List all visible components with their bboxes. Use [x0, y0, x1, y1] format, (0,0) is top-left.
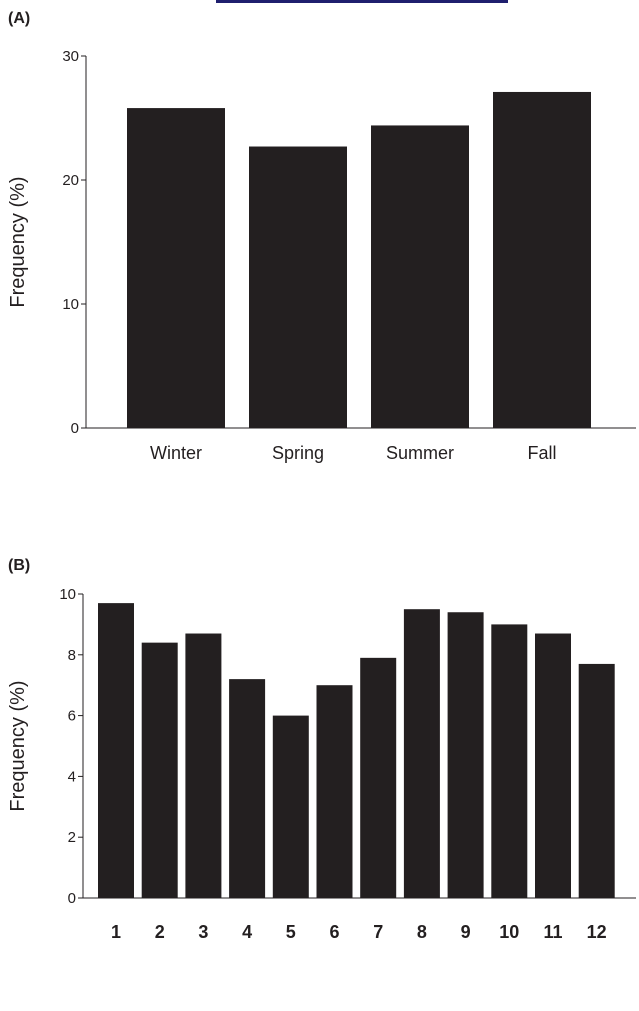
bar-1 — [98, 603, 134, 898]
y-tick-label: 30 — [62, 48, 79, 65]
bar-summer — [371, 125, 469, 428]
x-category-label: Winter — [150, 443, 202, 463]
bar-2 — [141, 642, 178, 898]
y-axis-label: Frequency (%) — [7, 680, 29, 811]
header-rule — [216, 0, 508, 3]
bar-fall — [493, 91, 591, 429]
y-tick-label: 4 — [68, 768, 76, 785]
x-category-label: 4 — [242, 922, 252, 942]
bar-4 — [229, 679, 266, 898]
y-tick-label: 0 — [68, 890, 76, 907]
x-category-label: 9 — [461, 922, 471, 942]
bar-7 — [360, 657, 397, 898]
chart-a-seasonal-frequency: 0 10 20 30 Winter Spring Summer Fall Frequency (… — [7, 48, 636, 463]
y-tick-label: 6 — [68, 708, 76, 725]
x-category-label: 5 — [286, 922, 296, 942]
x-category-label: Spring — [272, 443, 324, 463]
bar-5 — [272, 715, 309, 898]
bar-spring — [249, 146, 347, 428]
x-category-label: 12 — [587, 922, 607, 942]
x-category-label: 1 — [111, 922, 121, 942]
bar-winter — [127, 108, 225, 428]
y-tick-label: 20 — [62, 172, 79, 189]
bar-3 — [185, 633, 222, 898]
x-category-label: 7 — [373, 922, 383, 942]
panel-label-b: (B) — [8, 557, 31, 574]
x-category-label: 10 — [499, 922, 519, 942]
y-tick-label: 10 — [62, 296, 79, 313]
bar-6 — [316, 685, 353, 898]
x-category-label: Summer — [386, 443, 454, 463]
bar-8 — [403, 609, 440, 898]
x-category-label: 3 — [198, 922, 208, 942]
x-category-label: 6 — [329, 922, 339, 942]
y-tick-label: 10 — [59, 586, 76, 603]
bar-12 — [578, 663, 615, 898]
x-category-label: 11 — [543, 922, 562, 942]
y-tick-label: 8 — [68, 647, 76, 664]
x-category-label: Fall — [527, 443, 556, 463]
bar-11 — [535, 633, 571, 898]
bar-10 — [491, 624, 528, 898]
y-axis-label: Frequency (%) — [7, 176, 29, 307]
y-tick-label: 0 — [71, 420, 79, 437]
panel-label-a: (A) — [8, 10, 31, 27]
x-category-label: 2 — [155, 922, 165, 942]
x-category-label: 8 — [417, 922, 427, 942]
y-tick-label: 2 — [68, 829, 76, 846]
bar-9 — [447, 612, 484, 898]
